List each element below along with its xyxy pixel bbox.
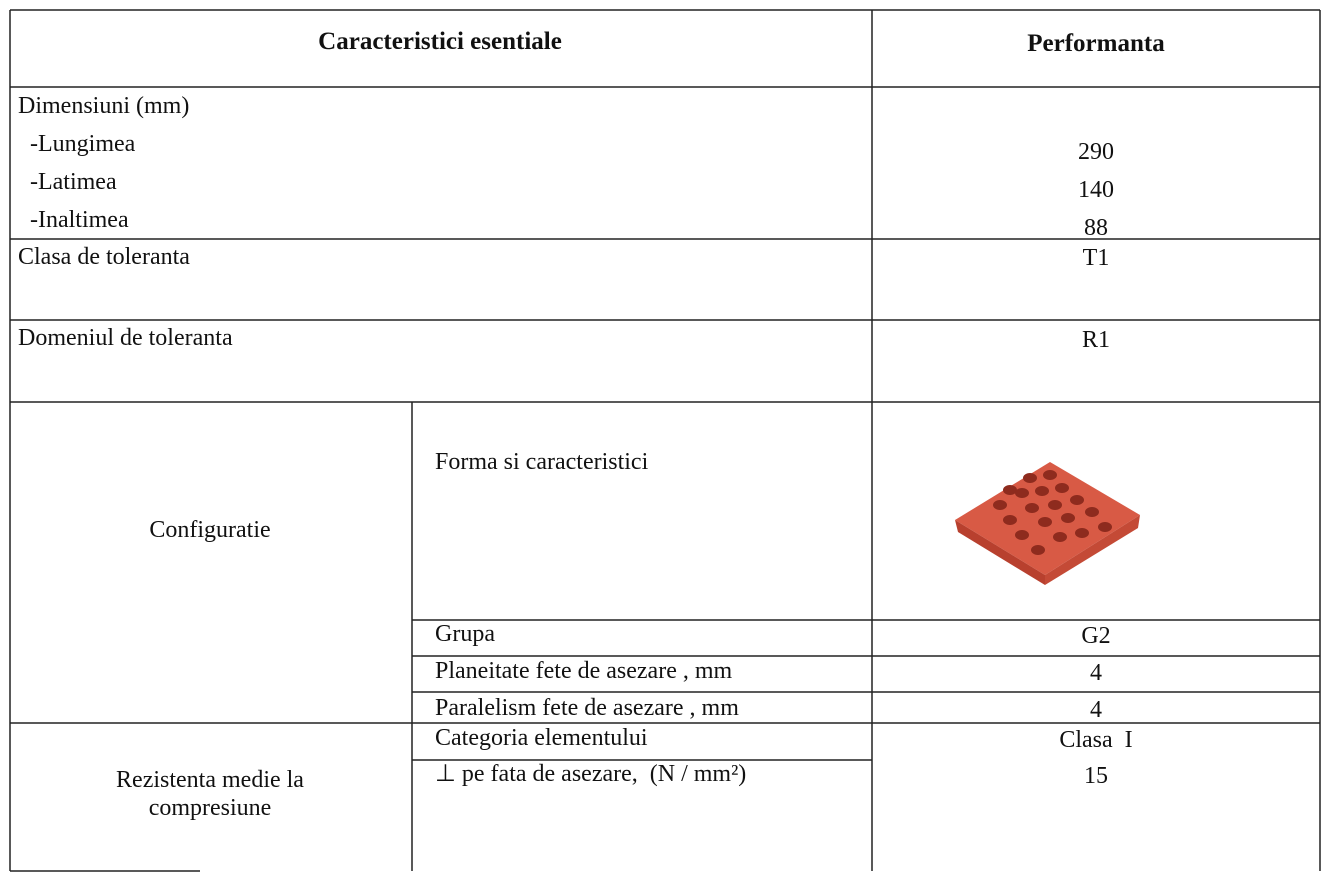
row-label: Configuratie (149, 517, 271, 543)
header-cell: Caracteristici esentiale (318, 28, 562, 55)
row-label: Clasa de toleranta (18, 244, 190, 270)
row-label: Rezistenta medie la compresiune (116, 767, 304, 821)
row-label: ⊥ pe fata de asezare, (N / mm²) (435, 761, 747, 787)
row-label: -Lungimea (30, 131, 136, 157)
row-value: 4 (1090, 697, 1102, 723)
row-label: Categoria elementului (435, 725, 648, 751)
row-value: R1 (1081, 327, 1111, 353)
row-value: 88 (1084, 215, 1108, 241)
header-cell: Performanta (1027, 30, 1165, 57)
row-label: Domeniul de toleranta (18, 325, 233, 351)
row-value: T1 (1082, 245, 1110, 271)
row-value: G2 (1081, 623, 1111, 649)
row-label: Paralelism fete de asezare , mm (435, 695, 739, 721)
row-label: Dimensiuni (mm) (18, 93, 190, 119)
row-label: -Inaltimea (30, 207, 129, 233)
row-value: 4 (1090, 660, 1102, 686)
row-value: 140 (1078, 177, 1114, 203)
row-label: Planeitate fete de asezare , mm (435, 658, 733, 684)
row-value: 290 (1078, 139, 1114, 165)
row-value: 15 (1084, 763, 1108, 789)
row-label: Forma si caracteristici (435, 449, 649, 475)
row-value: Clasa I (1059, 727, 1133, 753)
row-label: Grupa (435, 621, 495, 647)
brick-image (955, 462, 1140, 585)
row-label: -Latimea (30, 169, 117, 195)
